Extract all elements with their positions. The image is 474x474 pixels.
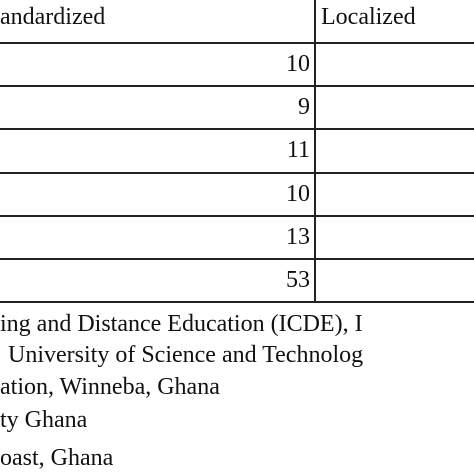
row-border — [0, 42, 474, 44]
column-divider — [314, 0, 316, 303]
value-cell: 53 — [286, 267, 310, 293]
footnote-line: ty Ghana — [0, 407, 88, 433]
row-border — [0, 171, 474, 174]
header-cell: Localized — [321, 4, 416, 30]
value-cell: 10 — [286, 51, 310, 77]
row-border — [0, 128, 474, 131]
row-border — [0, 214, 474, 217]
value-cell: 13 — [286, 223, 310, 250]
row-border — [0, 301, 474, 304]
value-cell: 10 — [286, 180, 310, 207]
row-border — [0, 258, 474, 260]
value-cell: 9 — [298, 94, 310, 121]
footnote-line: ation, Winneba, Ghana — [0, 374, 220, 400]
footnote-line: ing and Distance Education (ICDE), I — [0, 311, 363, 337]
header-cell: andardized — [0, 4, 106, 30]
row-border — [0, 85, 474, 88]
footnote-line: University of Science and Technolog — [8, 342, 364, 368]
value-cell: 11 — [286, 137, 310, 164]
footnote-line: oast, Ghana — [0, 445, 114, 471]
